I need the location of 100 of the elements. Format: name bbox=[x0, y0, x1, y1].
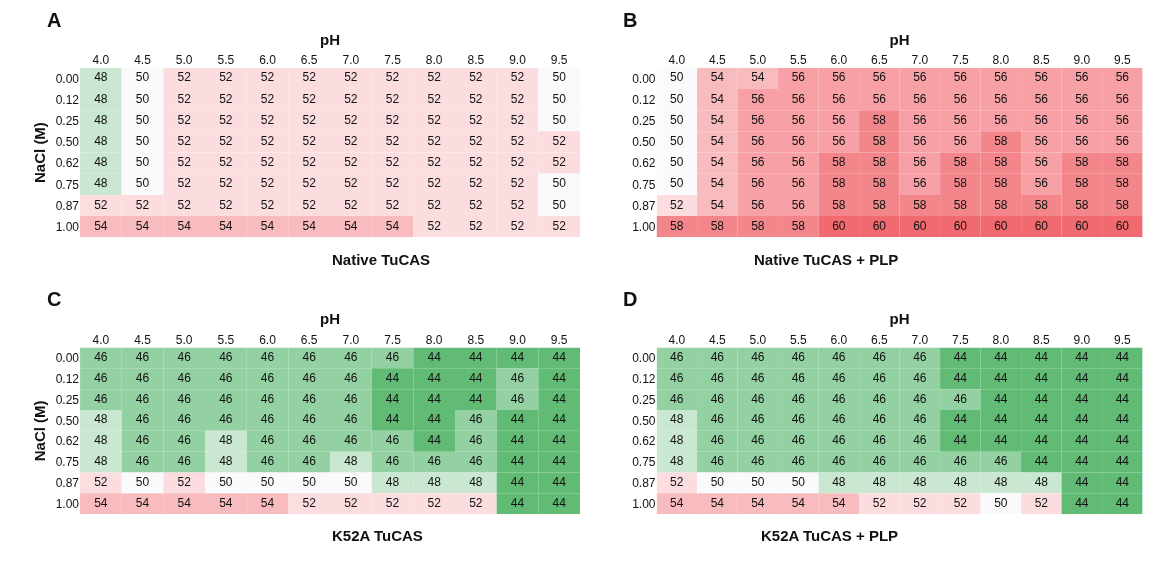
data-label: 44 bbox=[552, 349, 567, 364]
x-tick-label: 9.0 bbox=[509, 53, 527, 68]
y-tick-label: 0.25 bbox=[55, 113, 80, 128]
data-label: 44 bbox=[552, 495, 567, 510]
x-tick-label: 7.5 bbox=[384, 53, 402, 68]
data-label: 44 bbox=[1075, 454, 1089, 469]
data-label: 46 bbox=[791, 391, 806, 406]
y-tick-label: 0.12 bbox=[55, 92, 80, 107]
x-tick-label: 6.0 bbox=[259, 53, 277, 68]
data-label: 46 bbox=[177, 433, 192, 448]
y-tick-label: 0.87 bbox=[632, 198, 656, 213]
data-label: 58 bbox=[670, 218, 684, 233]
data-label: 50 bbox=[135, 133, 150, 148]
x-tick-label: 7.5 bbox=[384, 333, 402, 348]
y-tick-label: 1.00 bbox=[632, 496, 656, 511]
data-label: 56 bbox=[791, 197, 806, 212]
data-label: 50 bbox=[552, 91, 567, 106]
data-label: 50 bbox=[791, 474, 806, 489]
data-label: 56 bbox=[1075, 133, 1089, 148]
data-label: 46 bbox=[302, 349, 317, 364]
data-label: 58 bbox=[994, 155, 1008, 170]
data-label: 50 bbox=[710, 474, 725, 489]
x-tick-label: 4.5 bbox=[134, 53, 152, 68]
data-label: 44 bbox=[1115, 454, 1130, 469]
data-label: 48 bbox=[219, 454, 233, 469]
data-label: 56 bbox=[751, 197, 765, 212]
data-label: 56 bbox=[791, 91, 806, 106]
data-label: 48 bbox=[670, 454, 684, 469]
data-label: 46 bbox=[94, 349, 108, 364]
data-label: 48 bbox=[344, 454, 358, 469]
data-label: 52 bbox=[344, 112, 358, 127]
data-label: 44 bbox=[1115, 349, 1130, 364]
data-label: 48 bbox=[953, 474, 968, 489]
data-label: 48 bbox=[94, 70, 108, 85]
x-tick-label: 9.5 bbox=[550, 53, 568, 68]
data-label: 46 bbox=[832, 412, 846, 427]
data-label: 44 bbox=[1115, 433, 1130, 448]
x-axis-title: pH bbox=[320, 310, 341, 328]
data-label: 52 bbox=[344, 176, 358, 191]
data-label: 52 bbox=[510, 112, 525, 127]
text: K52A TuCAS bbox=[332, 527, 423, 544]
data-label: 52 bbox=[177, 112, 192, 127]
x-tick-label: 9.0 bbox=[1073, 333, 1091, 348]
data-label: 44 bbox=[953, 349, 968, 364]
data-label: 52 bbox=[427, 133, 442, 148]
data-label: 54 bbox=[710, 133, 725, 148]
text: Native TuCAS + PLP bbox=[754, 251, 899, 268]
data-label: 44 bbox=[510, 474, 525, 489]
data-label: 46 bbox=[177, 412, 192, 427]
data-label: 60 bbox=[1115, 218, 1130, 233]
data-label: 50 bbox=[751, 474, 765, 489]
data-label: 56 bbox=[1034, 91, 1049, 106]
y-tick-label: 0.12 bbox=[55, 371, 80, 386]
data-label: 52 bbox=[344, 495, 358, 510]
data-label: 52 bbox=[177, 155, 192, 170]
y-tick-label: 0.87 bbox=[632, 476, 656, 491]
data-label: 52 bbox=[302, 133, 317, 148]
data-label: 56 bbox=[751, 133, 765, 148]
data-label: 46 bbox=[260, 433, 275, 448]
data-label: 46 bbox=[832, 433, 846, 448]
data-label: 50 bbox=[135, 176, 150, 191]
data-label: 46 bbox=[953, 454, 968, 469]
data-label: 52 bbox=[219, 133, 233, 148]
data-label: 46 bbox=[872, 370, 887, 385]
data-label: 46 bbox=[913, 391, 927, 406]
data-label: 44 bbox=[552, 474, 567, 489]
data-label: 46 bbox=[177, 349, 192, 364]
y-tick-label: 0.87 bbox=[55, 476, 80, 491]
y-tick-label: 0.50 bbox=[632, 135, 656, 150]
data-label: 56 bbox=[791, 133, 806, 148]
data-label: 44 bbox=[510, 495, 525, 510]
data-label: 44 bbox=[994, 349, 1008, 364]
x-tick-label: 8.0 bbox=[425, 333, 443, 348]
data-label: 52 bbox=[302, 495, 317, 510]
data-label: 50 bbox=[135, 91, 150, 106]
data-label: 46 bbox=[913, 433, 927, 448]
data-label: 44 bbox=[552, 391, 567, 406]
data-label: 46 bbox=[994, 454, 1008, 469]
data-label: 52 bbox=[385, 112, 400, 127]
data-label: 46 bbox=[219, 391, 233, 406]
y-tick-label: 0.62 bbox=[55, 434, 80, 449]
data-label: 44 bbox=[1034, 349, 1049, 364]
data-label: 56 bbox=[751, 176, 765, 191]
data-label: 46 bbox=[751, 370, 765, 385]
data-label: 56 bbox=[1075, 91, 1089, 106]
data-label: 46 bbox=[344, 391, 358, 406]
data-label: 46 bbox=[710, 370, 725, 385]
data-label: 46 bbox=[135, 454, 150, 469]
x-tick-label: 5.5 bbox=[217, 53, 235, 68]
data-label: 56 bbox=[791, 155, 806, 170]
x-tick-label: 6.5 bbox=[300, 53, 318, 68]
data-label: 44 bbox=[1075, 433, 1089, 448]
data-label: 56 bbox=[832, 70, 846, 85]
data-label: 54 bbox=[832, 495, 846, 510]
data-label: 46 bbox=[219, 349, 233, 364]
data-label: 54 bbox=[710, 112, 725, 127]
data-label: 48 bbox=[913, 474, 927, 489]
data-label: 52 bbox=[260, 176, 275, 191]
x-tick-label: 5.0 bbox=[175, 53, 193, 68]
text: Native TuCAS bbox=[332, 251, 431, 268]
